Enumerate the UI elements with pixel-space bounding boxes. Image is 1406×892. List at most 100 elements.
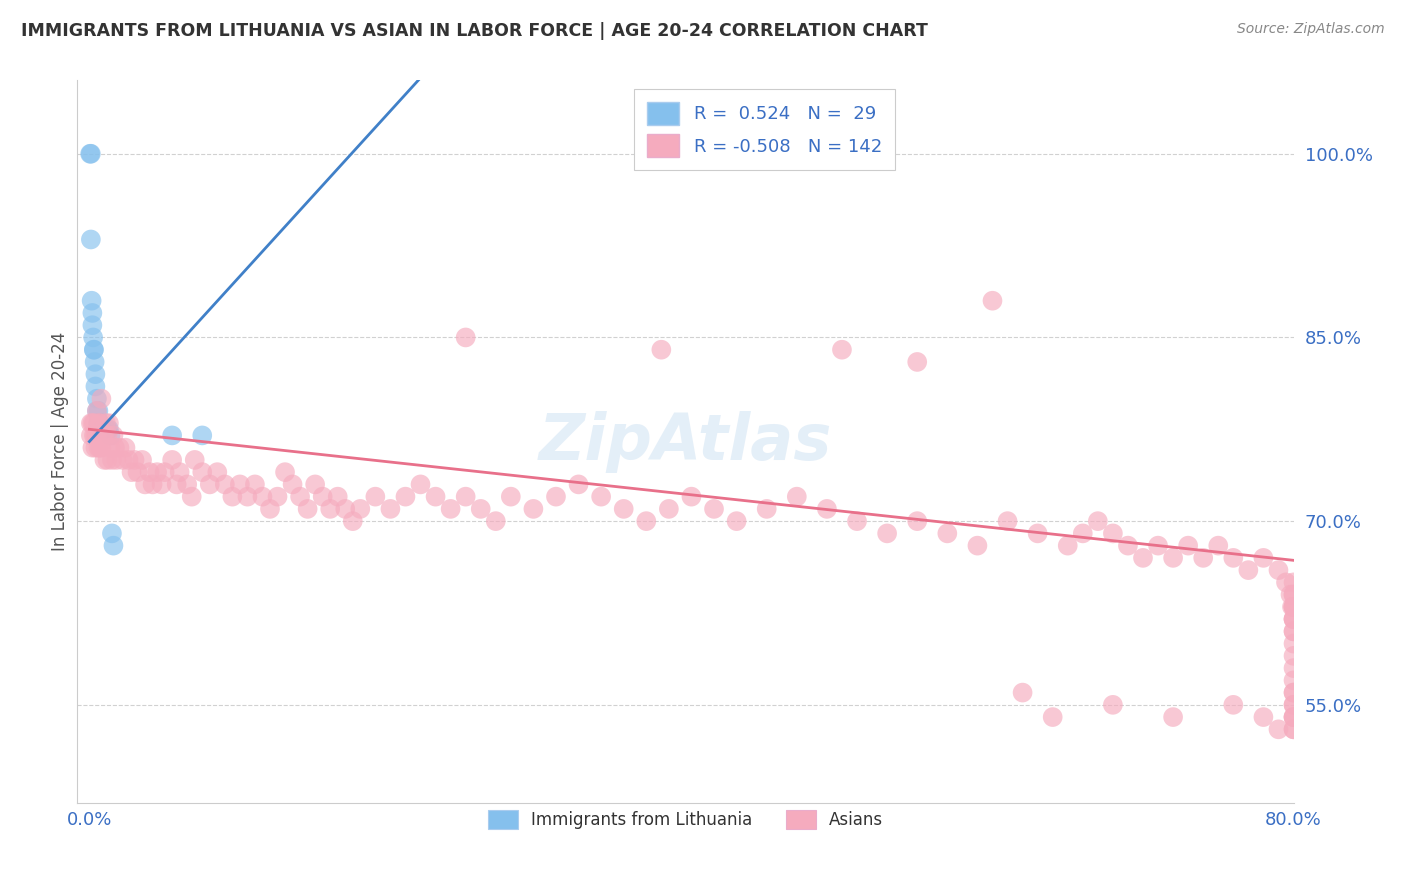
- Point: [146, 465, 169, 479]
- Point: [297, 502, 319, 516]
- Point: [101, 526, 124, 541]
- Point: [104, 441, 127, 455]
- Point: [1102, 526, 1125, 541]
- Point: [131, 453, 153, 467]
- Legend: Immigrants from Lithuania, Asians: Immigrants from Lithuania, Asians: [479, 802, 891, 838]
- Point: [1087, 514, 1109, 528]
- Point: [103, 428, 125, 442]
- Point: [1132, 550, 1154, 565]
- Point: [127, 465, 149, 479]
- Point: [198, 477, 221, 491]
- Point: [82, 330, 104, 344]
- Point: [207, 465, 229, 479]
- Point: [80, 428, 103, 442]
- Point: [349, 502, 371, 516]
- Point: [1161, 550, 1184, 565]
- Point: [1282, 588, 1305, 602]
- Point: [1282, 624, 1305, 639]
- Point: [342, 514, 364, 528]
- Point: [613, 502, 636, 516]
- Point: [86, 404, 108, 418]
- Point: [89, 416, 111, 430]
- Point: [84, 441, 107, 455]
- Point: [114, 441, 136, 455]
- Point: [846, 514, 869, 528]
- Point: [142, 477, 165, 491]
- Point: [84, 428, 107, 442]
- Point: [91, 422, 114, 436]
- Point: [831, 343, 853, 357]
- Point: [288, 490, 311, 504]
- Point: [326, 490, 349, 504]
- Point: [1282, 661, 1305, 675]
- Point: [1253, 550, 1275, 565]
- Point: [1206, 539, 1229, 553]
- Point: [138, 465, 160, 479]
- Point: [100, 441, 122, 455]
- Point: [1282, 599, 1305, 614]
- Point: [936, 526, 959, 541]
- Point: [87, 416, 110, 430]
- Point: [1282, 648, 1305, 663]
- Point: [681, 490, 703, 504]
- Point: [101, 453, 124, 467]
- Point: [815, 502, 838, 516]
- Point: [91, 428, 114, 442]
- Text: Source: ZipAtlas.com: Source: ZipAtlas.com: [1237, 22, 1385, 37]
- Point: [905, 355, 928, 369]
- Point: [1282, 599, 1305, 614]
- Point: [425, 490, 447, 504]
- Point: [1282, 710, 1305, 724]
- Point: [703, 502, 725, 516]
- Point: [1282, 624, 1305, 639]
- Point: [259, 502, 281, 516]
- Point: [876, 526, 898, 541]
- Text: ZipAtlas: ZipAtlas: [538, 410, 832, 473]
- Point: [1282, 673, 1305, 688]
- Point: [1042, 710, 1064, 724]
- Point: [96, 422, 118, 436]
- Point: [1116, 539, 1139, 553]
- Point: [1282, 612, 1305, 626]
- Point: [79, 146, 101, 161]
- Point: [166, 477, 188, 491]
- Point: [97, 416, 120, 430]
- Point: [1177, 539, 1199, 553]
- Point: [82, 318, 104, 333]
- Point: [1282, 685, 1305, 699]
- Point: [364, 490, 387, 504]
- Point: [229, 477, 252, 491]
- Point: [1147, 539, 1170, 553]
- Point: [134, 477, 156, 491]
- Point: [997, 514, 1019, 528]
- Point: [117, 453, 139, 467]
- Point: [1161, 710, 1184, 724]
- Point: [236, 490, 259, 504]
- Point: [380, 502, 402, 516]
- Point: [591, 490, 613, 504]
- Point: [86, 392, 108, 406]
- Point: [80, 293, 103, 308]
- Point: [786, 490, 808, 504]
- Point: [1026, 526, 1049, 541]
- Point: [1275, 575, 1298, 590]
- Point: [1267, 563, 1289, 577]
- Point: [1056, 539, 1078, 553]
- Point: [90, 441, 112, 455]
- Point: [1282, 685, 1305, 699]
- Point: [83, 343, 105, 357]
- Point: [176, 477, 198, 491]
- Point: [160, 428, 183, 442]
- Point: [94, 422, 117, 436]
- Point: [281, 477, 304, 491]
- Point: [96, 453, 118, 467]
- Point: [1282, 575, 1305, 590]
- Point: [80, 416, 103, 430]
- Point: [636, 514, 658, 528]
- Point: [89, 416, 111, 430]
- Point: [1237, 563, 1260, 577]
- Point: [1279, 588, 1302, 602]
- Point: [100, 428, 122, 442]
- Point: [153, 465, 176, 479]
- Point: [1282, 599, 1305, 614]
